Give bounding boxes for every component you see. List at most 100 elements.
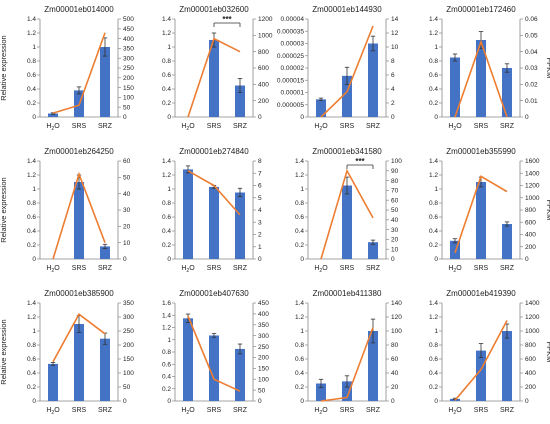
y-tick-label-left: 1.4 [429, 300, 438, 307]
bar [342, 381, 352, 401]
y-tick-label-left: 1 [167, 44, 171, 51]
chart-panel: Zm00001eb407630 0 0.2 0.4 0.6 0.8 1 1.2 1.4 1.6 0 5… [162, 289, 269, 416]
y-tick-label-right: 0.03 [525, 65, 538, 72]
y-tick-label-right: 400 [525, 370, 536, 377]
y-tick-label-right: 100 [123, 95, 134, 102]
y-axis-label-right: FPKM [545, 58, 550, 79]
x-tick-label: SRZ [366, 407, 381, 414]
x-tick-label: H2O [314, 407, 328, 416]
y-tick-label-left: 0.8 [162, 200, 171, 207]
y-tick-label-left: 0.6 [429, 356, 438, 363]
bar [502, 68, 512, 117]
significance-label: *** [355, 157, 365, 166]
x-tick-label: SRS [72, 265, 87, 272]
y-tick-label-left: 0.2 [162, 100, 171, 107]
bar [476, 350, 486, 401]
y-tick-label-right: 6 [258, 183, 262, 190]
fpkm-line [52, 32, 106, 114]
y-tick-label-left: 0.8 [27, 342, 36, 349]
y-tick-label-right: 0.05 [525, 33, 538, 40]
y-tick-label-right: 8 [391, 58, 395, 65]
y-tick-label-right: 0 [258, 398, 262, 405]
y-tick-label-right: 20 [391, 384, 399, 391]
x-tick-label: H2O [448, 265, 462, 274]
y-tick-label-right: 450 [123, 26, 134, 33]
y-tick-label-right: 100 [258, 376, 269, 383]
y-tick-label-left: 1.2 [429, 30, 438, 37]
x-tick-label: SRZ [500, 407, 515, 414]
y-tick-label-right: 0 [525, 114, 529, 121]
y-tick-label-right: 400 [258, 311, 269, 318]
x-tick-label: SRS [207, 407, 222, 414]
y-tick-label-left: 1.2 [162, 172, 171, 179]
y-tick-label-left: 0.6 [27, 72, 36, 79]
y-tick-label-right: 2 [258, 232, 262, 239]
y-tick-label-right: 1000 [258, 33, 273, 40]
x-tick-label: SRZ [366, 123, 381, 130]
y-axis-label-left: Relative expression [0, 319, 8, 384]
y-tick-label-right: 50 [123, 104, 131, 111]
chart-title: Zm00001eb172460 [446, 5, 516, 14]
x-tick-label: H2O [181, 265, 195, 274]
y-tick-label-right: 0 [391, 256, 395, 263]
y-tick-label-right: 0 [525, 256, 529, 263]
y-tick-label-left: 0.8 [27, 58, 36, 65]
bar [235, 192, 245, 259]
x-tick-label: H2O [46, 265, 60, 274]
chart-panel: Zm00001eb264250 0 0.2 0.4 0.6 0.8 1 1.2 1.4 0 10 20… [0, 147, 131, 274]
bar [316, 383, 326, 401]
x-tick-label: SRS [207, 265, 222, 272]
y-tick-label-left: 0.2 [429, 242, 438, 249]
y-tick-label-right: 0 [525, 398, 529, 405]
y-tick-label-left: 1.2 [27, 172, 36, 179]
y-tick-label-left: 0.000025 [277, 53, 304, 60]
y-tick-label-left: 1.4 [429, 158, 438, 165]
y-tick-label-right: 10 [123, 240, 131, 247]
bar [342, 75, 352, 117]
y-tick-label-left: 0.2 [295, 384, 304, 391]
y-tick-label-right: 0.04 [525, 49, 538, 56]
bar [74, 324, 84, 401]
x-tick-label: SRS [207, 123, 222, 130]
x-tick-label: SRZ [233, 265, 248, 272]
y-tick-label-right: 0.02 [525, 82, 538, 89]
chart-title: Zm00001eb385900 [44, 289, 114, 298]
y-tick-label-left: 0 [167, 398, 171, 405]
bar [100, 47, 110, 117]
chart-title: Zm00001eb355990 [446, 147, 516, 156]
y-tick-label-left: 0.8 [429, 58, 438, 65]
y-tick-label-left: 1.6 [162, 300, 171, 307]
y-tick-label-right: 0 [123, 398, 127, 405]
y-tick-label-left: 0.6 [429, 72, 438, 79]
y-tick-label-right: 600 [525, 356, 536, 363]
bar [183, 169, 193, 259]
chart-title: Zm00001eb032600 [179, 5, 249, 14]
y-tick-label-right: 500 [123, 16, 134, 23]
chart-panel: Zm00001eb144930 0 0.000005 0.00001 0.000015 0… [277, 5, 399, 132]
x-tick-label: SRZ [500, 123, 515, 130]
y-tick-label-left: 1.2 [162, 325, 171, 332]
y-tick-label-right: 600 [525, 219, 536, 226]
chart-title: Zm00001eb419390 [446, 289, 516, 298]
y-tick-label-left: 0.4 [162, 228, 171, 235]
bar [48, 113, 58, 117]
y-tick-label-left: 0 [167, 256, 171, 263]
x-tick-label: SRS [474, 407, 489, 414]
y-tick-label-right: 12 [391, 30, 399, 37]
y-tick-label-right: 250 [123, 65, 134, 72]
y-tick-label-left: 0.4 [162, 86, 171, 93]
y-tick-label-left: 0 [434, 114, 438, 121]
fpkm-line [320, 168, 374, 260]
bar [100, 338, 110, 401]
x-tick-label: H2O [46, 123, 60, 132]
x-tick-label: SRZ [98, 123, 113, 130]
chart-title: Zm00001eb144930 [312, 5, 382, 14]
y-tick-label-right: 40 [123, 191, 131, 198]
y-tick-label-left: 1.4 [429, 16, 438, 23]
x-tick-label: SRZ [233, 407, 248, 414]
chart-title: Zm00001eb411380 [313, 289, 382, 298]
y-tick-label-left: 0.00003 [281, 41, 305, 48]
y-tick-label-left: 0.6 [27, 356, 36, 363]
y-tick-label-left: 0.8 [295, 342, 304, 349]
